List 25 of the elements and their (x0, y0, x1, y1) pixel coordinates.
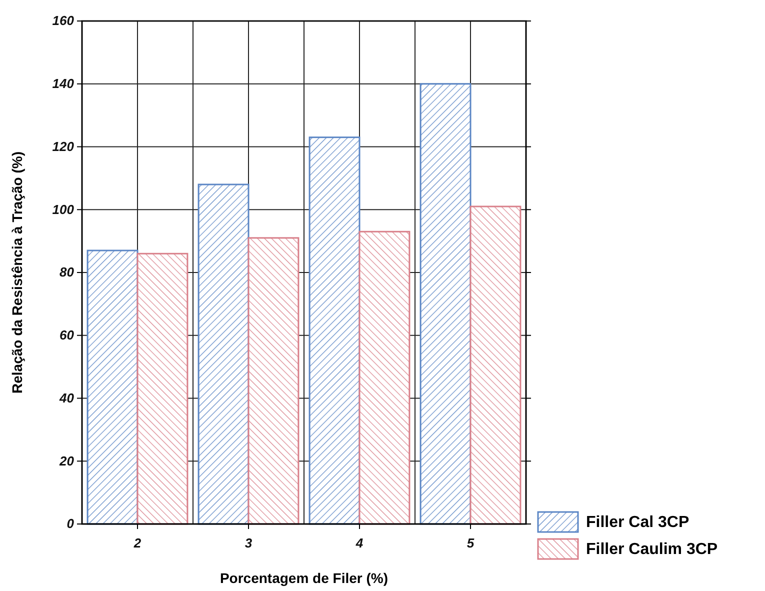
y-tick-label: 120 (52, 138, 75, 154)
x-tick-label: 3 (244, 536, 253, 551)
y-tick-label: 160 (52, 13, 75, 28)
y-tick-label: 0 (66, 516, 75, 532)
y-tick-label: 80 (60, 264, 75, 280)
y-axis-title: Relação da Resistência à Tração (%) (9, 152, 25, 394)
x-tick-label: 5 (466, 536, 475, 551)
y-tick-label: 60 (60, 328, 75, 343)
bar (420, 83, 472, 525)
legend-label: Filler Caulim 3CP (586, 541, 718, 558)
x-axis-title: Porcentagem de Filer (%) (220, 570, 388, 586)
bar (86, 250, 138, 525)
bar (470, 206, 522, 525)
bar (248, 237, 300, 525)
y-tick-label: 100 (52, 202, 75, 217)
bar (198, 184, 250, 525)
bar (308, 136, 360, 525)
x-tick-label: 4 (354, 536, 364, 551)
y-tick-label: 140 (52, 76, 75, 92)
y-tick-label: 40 (58, 390, 75, 406)
legend-label: Filler Cal 3CP (586, 514, 690, 531)
y-tick-label: 20 (58, 453, 75, 468)
x-tick-label: 2 (132, 536, 142, 551)
bar (136, 252, 188, 525)
bar (358, 230, 410, 525)
